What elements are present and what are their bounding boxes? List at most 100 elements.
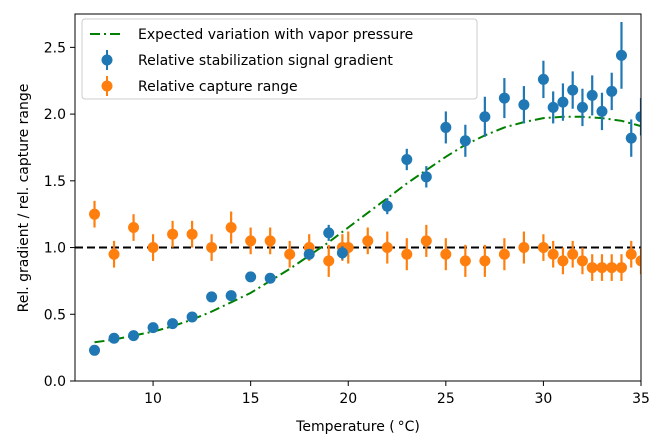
series-1-marker-26 xyxy=(586,89,598,101)
series-2-point-24 xyxy=(537,234,549,261)
series-1-marker-6 xyxy=(206,291,218,303)
series-1-marker-20 xyxy=(518,99,530,111)
series-1-point-22 xyxy=(547,91,559,124)
series-2-marker-6 xyxy=(206,242,218,254)
series-1-marker-21 xyxy=(537,73,549,85)
series-2-marker-26 xyxy=(557,255,569,267)
series-1-point-1 xyxy=(108,332,120,344)
series-2-marker-19 xyxy=(440,248,452,260)
y-tick-label-2: 1.0 xyxy=(44,241,66,257)
series-2-marker-1 xyxy=(108,248,120,260)
series-2-point-2 xyxy=(128,214,140,241)
series-2-marker-2 xyxy=(128,222,140,234)
series-1-point-13 xyxy=(381,198,393,215)
series-2-point-19 xyxy=(440,238,452,271)
series-1-point-27 xyxy=(596,92,608,131)
x-axis-label: Temperature ( °C) xyxy=(295,419,420,435)
series-2-marker-16 xyxy=(381,242,393,254)
series-2-marker-21 xyxy=(479,255,491,267)
series-1-marker-5 xyxy=(186,311,198,323)
series-2-point-0 xyxy=(89,200,101,228)
series-1-marker-7 xyxy=(225,290,237,302)
series-2-marker-9 xyxy=(264,235,276,247)
y-tick-label-5: 2.5 xyxy=(44,40,66,56)
series-1-point-16 xyxy=(440,111,452,144)
series-2-point-20 xyxy=(459,244,471,277)
series-1-point-7 xyxy=(225,290,237,302)
series-1-point-2 xyxy=(128,330,140,342)
series-1-marker-1 xyxy=(108,332,120,344)
series-1-marker-24 xyxy=(567,84,579,96)
series-2-point-27 xyxy=(567,240,579,268)
y-tick-label-0: 0.0 xyxy=(44,374,66,390)
series-2-point-22 xyxy=(498,238,510,271)
series-2-point-34 xyxy=(635,247,641,275)
series-2-marker-5 xyxy=(186,228,198,240)
series-2-point-30 xyxy=(596,254,608,281)
axes-layer: 10 15 20 25 30 35 0.0 0.5 1.0 1.5 2.0 2.5 xyxy=(44,40,650,407)
series-1-marker-23 xyxy=(557,96,569,108)
legend-box xyxy=(81,18,478,100)
legend-series-1-swatch xyxy=(101,50,113,70)
series-2-marker-23 xyxy=(518,242,530,254)
x-tick-label-10: 10 xyxy=(144,391,162,407)
series-2-point-17 xyxy=(401,238,413,271)
series-1-point-20 xyxy=(518,86,530,124)
series-1-point-9 xyxy=(264,272,276,284)
series-1-marker-4 xyxy=(167,318,179,330)
series-2-marker-20 xyxy=(459,255,471,267)
series-1-point-12 xyxy=(336,246,348,260)
x-tick-label-20: 20 xyxy=(339,391,357,407)
series-2-point-16 xyxy=(381,231,393,264)
series-2-marker-27 xyxy=(567,248,579,260)
series-2-marker-34 xyxy=(635,255,641,267)
series-1-point-19 xyxy=(498,78,510,119)
series-2-point-14 xyxy=(342,231,354,264)
series-2-marker-24 xyxy=(537,242,549,254)
series-1-marker-10 xyxy=(303,248,315,260)
series-1-point-24 xyxy=(567,71,579,109)
series-2-marker-29 xyxy=(586,262,598,274)
x-tick-label-35: 35 xyxy=(632,391,650,407)
series-2-point-28 xyxy=(576,247,588,275)
series-1-marker-25 xyxy=(576,101,588,113)
y-tick-label-1: 0.5 xyxy=(44,307,66,323)
series-2-point-10 xyxy=(284,240,296,268)
series-1-point-4 xyxy=(167,318,179,330)
series-1-marker-14 xyxy=(401,153,413,165)
series-2-point-21 xyxy=(479,244,491,277)
series-2-marker-18 xyxy=(420,235,432,247)
series-2-point-29 xyxy=(586,254,598,281)
series-2-point-6 xyxy=(206,234,218,261)
series-1-point-5 xyxy=(186,311,198,323)
series-1-point-15 xyxy=(420,166,432,188)
series-2-marker-30 xyxy=(596,262,608,274)
series-1-point-23 xyxy=(557,83,569,121)
series-1-point-31 xyxy=(635,98,641,136)
x-tick-label-30: 30 xyxy=(534,391,552,407)
series-2-marker-15 xyxy=(362,235,374,247)
series-1-point-29 xyxy=(615,22,627,89)
series-2-marker-0 xyxy=(89,208,101,220)
series-2-point-4 xyxy=(167,220,179,248)
series-1-marker-30 xyxy=(625,132,637,144)
series-1-marker-27 xyxy=(596,105,608,117)
series-1-point-21 xyxy=(537,60,549,99)
series-2-marker-3 xyxy=(147,242,159,254)
x-tick-label-15: 15 xyxy=(242,391,260,407)
series-1-marker-18 xyxy=(479,111,491,123)
plot-frame xyxy=(74,13,642,382)
series-1-marker-13 xyxy=(381,200,393,212)
series-2-marker-4 xyxy=(167,228,179,240)
series-1-point-26 xyxy=(586,75,598,116)
series-2-point-12 xyxy=(323,244,335,277)
series-2-marker-22 xyxy=(498,248,510,260)
series-2-marker-8 xyxy=(245,235,257,247)
series-2-marker-32 xyxy=(615,262,627,274)
series-1-point-18 xyxy=(479,96,491,137)
series-1-point-30 xyxy=(625,119,637,157)
series-2-point-33 xyxy=(625,240,637,268)
series-2-point-31 xyxy=(606,254,618,281)
series-1-point-11 xyxy=(323,224,335,241)
